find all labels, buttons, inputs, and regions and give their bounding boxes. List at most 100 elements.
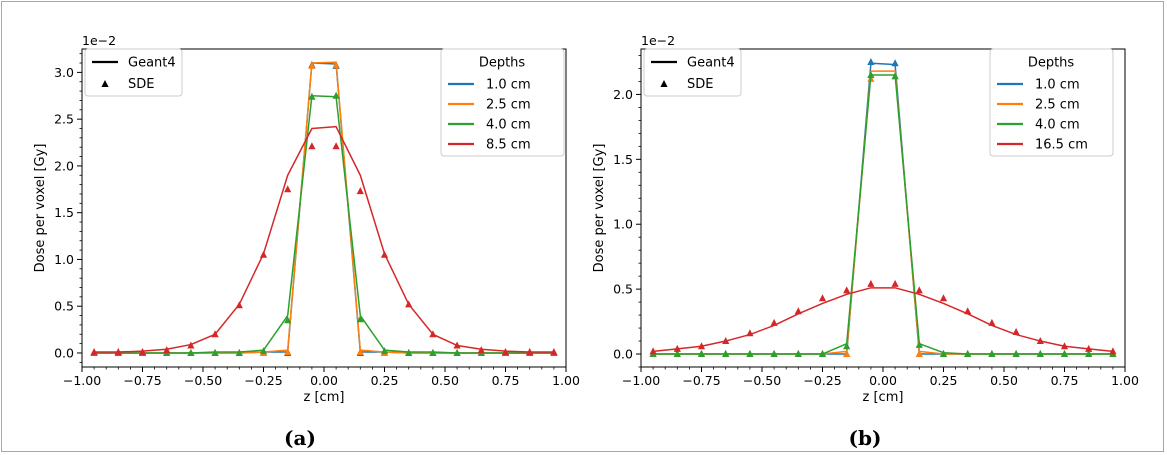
sde-marker [1060, 350, 1069, 358]
x-tick-label: −0.75 [682, 373, 720, 388]
x-tick-label: 0.00 [869, 373, 897, 388]
sde-marker [722, 337, 730, 345]
sde-marker [891, 59, 899, 67]
legend-depth-label-1: 1.0 cm [486, 78, 531, 93]
sde-marker [988, 318, 996, 326]
sde-marker [843, 286, 851, 294]
sde-marker [235, 301, 243, 309]
sde-marker [818, 350, 827, 358]
y-tick-label: 3.0 [54, 65, 74, 80]
sde-marker [1036, 337, 1044, 345]
sde-marker [1085, 344, 1093, 352]
sde-marker [332, 91, 340, 99]
sde-marker [697, 342, 706, 350]
sde-marker [380, 250, 389, 258]
sde-marker [235, 348, 243, 356]
x-tick-label: −1.00 [622, 373, 660, 388]
sde-marker [332, 142, 340, 150]
sde-marker [867, 70, 875, 78]
sde-marker [308, 92, 316, 100]
y-tick-label: 0.0 [54, 345, 74, 360]
chart-a: −1.00 −0.75 −0.50 −0.25 0.00 0.25 0.50 0.75 1.00… [33, 33, 580, 405]
legend-depth-label-1: 1.0 cm [1035, 78, 1080, 93]
legend-depths-box [989, 48, 1114, 157]
legend-depths-box [440, 48, 565, 157]
sde-marker [746, 350, 754, 358]
sde-marker [114, 348, 122, 356]
y-offset-label: 1e−2 [82, 33, 116, 48]
sde-marker [843, 350, 851, 358]
x-tick-label: −0.25 [244, 373, 282, 388]
sde-marker [843, 342, 851, 350]
y-axis-label: Dose per voxel [Gy] [592, 144, 607, 273]
x-axis-label: z [cm] [863, 390, 904, 405]
y-offset-label: 1e−2 [641, 33, 675, 48]
caption-b: (b) [849, 426, 882, 450]
sde-marker [405, 300, 413, 308]
x-tick-label: −0.50 [743, 373, 781, 388]
sde-marker [284, 316, 292, 324]
y-tick-label: 1.5 [54, 205, 74, 220]
sde-marker [794, 350, 802, 358]
x-tick-label: 0.00 [310, 373, 338, 388]
sde-marker [794, 307, 802, 315]
y-tick-label: 1.0 [613, 217, 633, 232]
x-tick-label: 0.25 [930, 373, 958, 388]
sde-marker [891, 279, 899, 287]
legend-depths-title: Depths [1028, 56, 1075, 71]
x-tick-label: 1.00 [552, 373, 580, 388]
sde-marker [284, 185, 292, 193]
sde-marker [477, 346, 485, 354]
sde-marker [259, 347, 268, 355]
y-tick-label: 0.0 [613, 347, 633, 362]
sde-marker [284, 348, 292, 356]
legend-depths-title: Depths [479, 56, 526, 71]
sde-marker [453, 348, 461, 356]
sde-marker [915, 350, 923, 358]
legend-sde-marker [660, 80, 668, 87]
chart-b: −1.00 −0.75 −0.50 −0.25 0.00 0.25 0.50 0.75 1.00… [592, 33, 1139, 405]
sde-marker [429, 330, 437, 338]
sde-marker [453, 341, 461, 349]
x-tick-label: −0.50 [184, 373, 222, 388]
legend-depth-label-2: 2.5 cm [486, 98, 531, 113]
sde-marker [211, 330, 219, 338]
sde-marker [1109, 347, 1117, 355]
x-tick-label: 0.75 [1051, 373, 1079, 388]
y-tick-label: 1.0 [54, 252, 74, 267]
sde-marker [526, 348, 534, 356]
sde-marker [697, 350, 706, 358]
legend-depth-label-3: 4.0 cm [1035, 118, 1080, 133]
sde-marker [1085, 350, 1093, 358]
sde-marker [746, 329, 754, 337]
sde-marker [1060, 342, 1069, 350]
sde-marker [501, 348, 510, 356]
legend-styles-box [643, 48, 742, 97]
sde-marker [308, 61, 316, 69]
x-tick-label: 0.50 [990, 373, 1018, 388]
sde-marker [939, 350, 948, 358]
sde-marker [867, 57, 875, 65]
sde-marker [187, 348, 195, 356]
sde-marker [1036, 350, 1044, 358]
sde-marker [187, 341, 195, 349]
legend-geant4-label: Geant4 [128, 56, 176, 71]
x-tick-label: −0.75 [123, 373, 161, 388]
sde-marker [308, 142, 316, 150]
series-line-3 [653, 74, 1113, 355]
y-tick-label: 2.0 [54, 158, 74, 173]
sde-marker [90, 348, 98, 356]
series-line-4 [653, 287, 1113, 353]
legend-geant4-label: Geant4 [687, 56, 735, 71]
sde-marker [770, 318, 778, 326]
sde-marker [405, 348, 413, 356]
y-tick-label: 0.5 [613, 282, 633, 297]
y-tick-label: 0.5 [54, 299, 74, 314]
sde-marker [259, 250, 268, 258]
sde-marker [964, 350, 972, 358]
series-line-4 [94, 125, 554, 353]
y-tick-label: 2.5 [54, 112, 74, 127]
sde-marker [429, 348, 437, 356]
legend-depth-label-4: 8.5 cm [486, 138, 531, 153]
